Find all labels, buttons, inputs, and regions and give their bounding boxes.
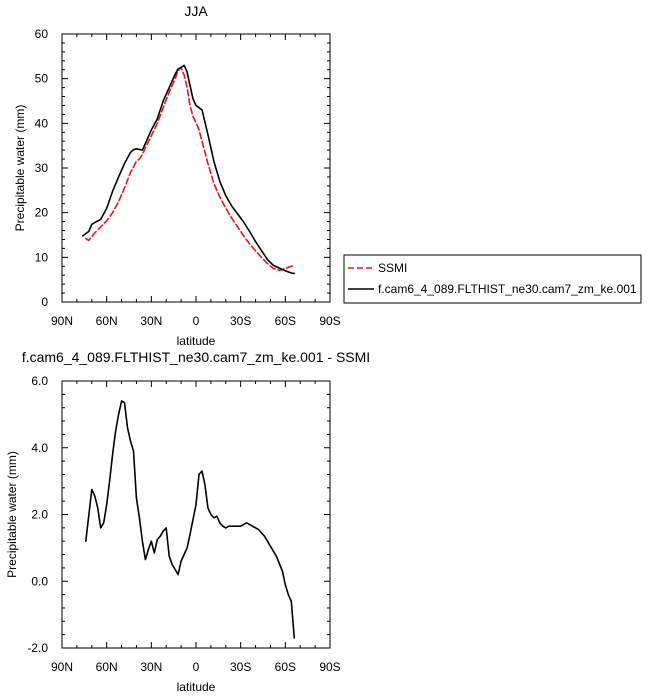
y-axis-title: Precipitable water (mm) <box>5 451 19 578</box>
x-tick-label: 90S <box>319 660 340 674</box>
x-tick-label: 90N <box>51 314 73 328</box>
x-tick-label: 30S <box>230 660 251 674</box>
x-tick-label: 30N <box>140 660 162 674</box>
x-tick-label: 60N <box>96 660 118 674</box>
x-tick-label: 30S <box>230 314 251 328</box>
y-tick-label: 4.0 <box>31 441 48 455</box>
series-line-ssmi <box>85 66 296 272</box>
legend-label: f.cam6_4_089.FLTHIST_ne30.cam7_zm_ke.001 <box>378 282 637 296</box>
chart-precipitable-water-difference: f.cam6_4_089.FLTHIST_ne30.cam7_zm_ke.001… <box>5 349 370 694</box>
y-tick-label: 0.0 <box>31 574 48 588</box>
y-tick-label: -2.0 <box>27 641 48 655</box>
y-tick-label: 30 <box>35 161 49 175</box>
x-tick-label: 60S <box>275 660 296 674</box>
x-tick-label: 60S <box>275 314 296 328</box>
y-axis-title: Precipitable water (mm) <box>13 105 27 232</box>
x-axis-title: latitude <box>177 334 216 348</box>
x-tick-label: 0 <box>193 314 200 328</box>
x-tick-label: 30N <box>140 314 162 328</box>
legend-box <box>343 254 642 304</box>
x-tick-label: 90S <box>319 314 340 328</box>
y-tick-label: 2.0 <box>31 508 48 522</box>
y-tick-label: 60 <box>35 27 49 41</box>
plot-frame <box>61 380 331 649</box>
x-tick-label: 0 <box>193 660 200 674</box>
x-tick-label: 90N <box>51 660 73 674</box>
series-line-model <box>82 64 296 275</box>
difference-line <box>85 400 296 639</box>
y-tick-label: 50 <box>35 72 49 86</box>
plot-frame <box>61 33 331 303</box>
chart-precipitable-water-jja: JJA 90N 60N 30N 0 30S 60S 90S 0 10 20 30 40 50 60 latit… <box>13 3 642 348</box>
x-axis-title: latitude <box>177 680 216 694</box>
chart-title: f.cam6_4_089.FLTHIST_ne30.cam7_zm_ke.001… <box>22 349 370 365</box>
y-tick-label: 6.0 <box>31 374 48 388</box>
y-tick-label: 40 <box>35 116 49 130</box>
legend-label: SSMI <box>378 261 407 275</box>
x-tick-label: 60N <box>96 314 118 328</box>
y-tick-label: 0 <box>41 295 48 309</box>
y-tick-label: 10 <box>35 250 49 264</box>
y-tick-label: 20 <box>35 206 49 220</box>
chart-title: JJA <box>184 3 208 19</box>
